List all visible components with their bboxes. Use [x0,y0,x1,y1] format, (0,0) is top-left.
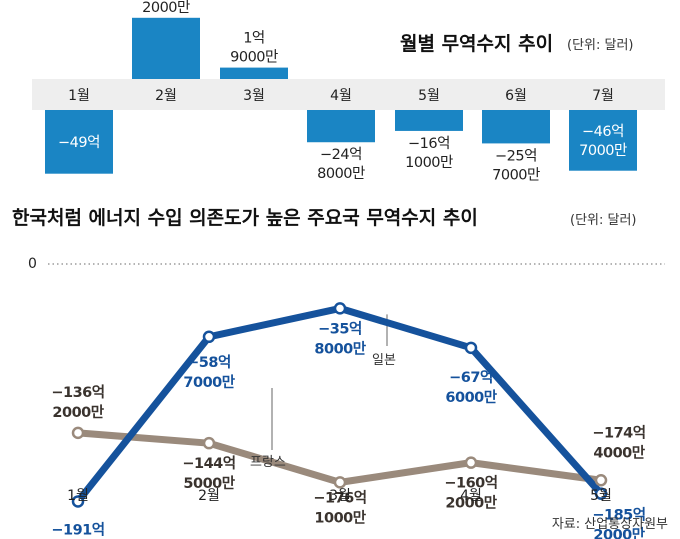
bar [395,110,463,131]
month-label: 3월 [243,88,265,104]
monthly-trade-balance-chart: 월별 무역수지 추이 (단위: 달러) 1월 −49억 2월 10억2000만 3월 1억… [32,0,665,183]
bar [569,110,637,171]
point-france [464,456,478,469]
month-label: 5월 [418,88,440,104]
bar-value-label: −24억 8000만 [317,146,365,182]
area-between-series [78,308,601,502]
month-label: 6월 [505,88,527,104]
x-tick-label: 5월 [590,488,612,504]
bar-value-label: −25억 7000만 [492,147,540,183]
point-france [594,474,608,487]
month-label: 4월 [330,88,352,104]
x-tick-label: 1월 [67,488,89,504]
bar-value-label: 10억2000만 [142,0,190,16]
point-france [333,476,347,489]
series-name-france: 프랑스 [250,455,286,470]
bar [220,67,288,79]
point-label-france: −176억 1000만 [313,488,366,526]
point-france [202,436,216,450]
bar [45,110,113,174]
month-label-band [32,79,665,110]
major-countries-trade-balance-chart: 한국처럼 에너지 수입 의존도가 높은 주요국 무역수지 추이 (단위: 달러)… [12,207,665,539]
top-chart-unit: (단위: 달러) [567,38,634,53]
zero-baseline-label: 0 [28,256,37,272]
point-label-japan: −67억 6000만 [445,368,497,406]
x-tick-label: 3월 [329,488,351,504]
bar [482,110,550,144]
series-points [71,302,608,508]
point-label-france: −144억 5000만 [182,454,235,492]
month-label: 2월 [155,88,177,104]
x-tick-label: 2월 [198,488,220,504]
bar [307,110,375,143]
point-label-japan: −191억5000만 [51,520,104,539]
point-japan [202,330,216,344]
point-label-japan: −58억 7000만 [183,353,235,391]
point-label-france: −136억 2000만 [51,383,104,421]
bottom-chart-title: 한국처럼 에너지 수입 의존도가 높은 주요국 무역수지 추이 [12,207,478,229]
point-label-japan: −185억 2000만 [592,506,645,539]
bar-value-label: 1억 9000만 [230,30,278,66]
month-label: 7월 [592,88,614,104]
series-name-japan: 일본 [372,353,396,368]
bar-value-label: −16억 1000만 [405,135,453,171]
point-japan [71,495,85,508]
bottom-chart-unit: (단위: 달러) [570,213,637,228]
top-chart-title: 월별 무역수지 추이 [400,33,553,55]
point-label-japan: −35억 8000만 [314,319,366,357]
bar-value-label: −46억 7000만 [579,123,627,159]
x-tick-label: 4월 [460,488,482,504]
point-france [71,426,85,440]
source-note: 자료: 산업통상자원부 [552,517,668,532]
point-japan [333,302,347,315]
point-japan [594,487,608,500]
point-japan [464,341,478,355]
point-label-france: −160억 2000만 [444,474,497,512]
bar-value-label: −49억 [58,134,100,151]
bar [132,17,200,79]
x-axis-labels: 1월 2월 3월 4월 5월 [67,488,612,504]
month-label: 1월 [68,88,90,104]
point-label-france: −174억 4000만 [592,423,645,461]
